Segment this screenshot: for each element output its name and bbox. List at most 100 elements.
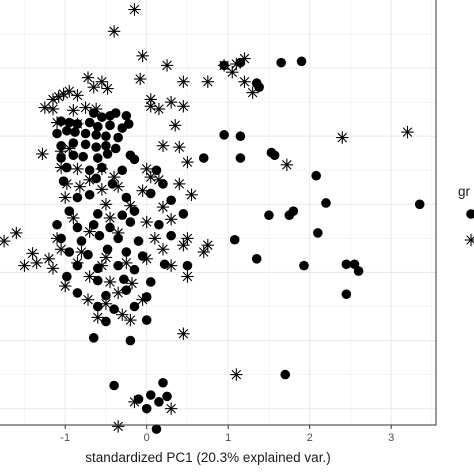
star-point <box>152 173 166 187</box>
star-point <box>201 75 215 88</box>
star-point <box>238 75 251 88</box>
star-point <box>111 180 125 193</box>
star-point <box>238 52 251 65</box>
star-point <box>111 420 125 433</box>
star-point <box>140 215 153 229</box>
circle-point <box>414 199 425 210</box>
circle-point <box>110 108 121 118</box>
star-point <box>50 116 64 129</box>
circle-point <box>154 219 164 230</box>
circle-point <box>70 127 80 137</box>
star-point <box>116 308 129 321</box>
x-axis-title: standardized PC1 (20.3% explained var.) <box>85 450 330 465</box>
circle-point <box>76 236 87 246</box>
circle-point <box>91 130 101 140</box>
star-point <box>230 57 243 71</box>
star-point <box>83 270 96 283</box>
circle-point <box>235 153 246 163</box>
circle-point <box>62 271 72 282</box>
circle-point <box>235 131 246 142</box>
data-points <box>0 3 425 434</box>
star-point <box>144 170 157 184</box>
circle-point <box>145 277 156 287</box>
circle-point <box>296 56 307 67</box>
circle-point <box>91 173 101 184</box>
panel-border <box>0 0 437 426</box>
star-point <box>99 297 113 310</box>
circle-point <box>123 119 134 129</box>
star-point <box>36 147 49 161</box>
star-point <box>60 177 74 191</box>
star-point <box>103 211 117 225</box>
star-point <box>230 368 243 381</box>
circle-point <box>288 206 299 216</box>
circle-point <box>121 110 132 121</box>
gridlines <box>0 0 436 425</box>
star-point <box>217 59 231 72</box>
star-point <box>58 191 72 204</box>
circle-point <box>94 230 105 241</box>
star-point <box>185 188 198 201</box>
star-point <box>246 86 259 99</box>
circle-point <box>151 165 162 176</box>
circle-point <box>341 289 352 300</box>
star-point <box>125 277 139 290</box>
star-point <box>177 100 190 113</box>
star-point <box>71 117 84 131</box>
star-point <box>18 259 31 272</box>
circle-point <box>97 112 107 122</box>
star-point <box>101 82 114 95</box>
star-point <box>401 125 414 139</box>
star-point <box>124 313 137 327</box>
circle-point <box>145 390 156 400</box>
x-tick-label: 0 <box>144 432 150 444</box>
star-point <box>177 327 190 340</box>
circle-point <box>198 153 209 163</box>
circle-point <box>254 82 264 92</box>
star-point <box>169 119 182 132</box>
legend-title: gr <box>458 184 471 199</box>
circle-point <box>52 128 62 139</box>
star-point <box>177 75 190 88</box>
star-point <box>111 286 125 300</box>
star-point <box>54 161 68 174</box>
star-point <box>136 184 149 197</box>
circle-point <box>299 260 309 271</box>
star-point <box>280 158 294 172</box>
star-point <box>133 72 147 86</box>
circle-point <box>119 274 129 285</box>
star-point <box>81 71 95 84</box>
star-point <box>107 25 121 38</box>
circle-point <box>64 247 75 257</box>
circle-point <box>159 259 170 270</box>
star-point <box>148 232 162 245</box>
circle-point <box>101 316 111 327</box>
circle-point <box>129 206 140 216</box>
star-point <box>152 102 166 116</box>
star-point <box>71 162 84 176</box>
star-point <box>136 293 149 306</box>
star-point <box>30 256 43 270</box>
star-point <box>181 270 194 283</box>
circle-point <box>80 128 91 139</box>
star-point <box>54 243 68 256</box>
star-point <box>164 259 178 272</box>
circle-point <box>56 153 66 163</box>
circle-point <box>166 195 176 206</box>
circle-point <box>264 210 274 221</box>
star-point <box>181 155 194 169</box>
circle-point <box>64 117 75 128</box>
legend <box>464 209 474 247</box>
circle-point <box>280 369 291 380</box>
star-point <box>83 173 96 187</box>
circle-point <box>110 143 121 154</box>
legend-key-star <box>464 233 474 247</box>
circle-point <box>88 219 99 230</box>
star-point <box>140 252 153 266</box>
circle-point <box>113 260 123 271</box>
star-point <box>83 225 96 238</box>
circle-point <box>84 189 95 200</box>
circle-point <box>182 260 193 271</box>
x-tick-label: 3 <box>388 432 394 444</box>
circle-point <box>68 138 79 148</box>
